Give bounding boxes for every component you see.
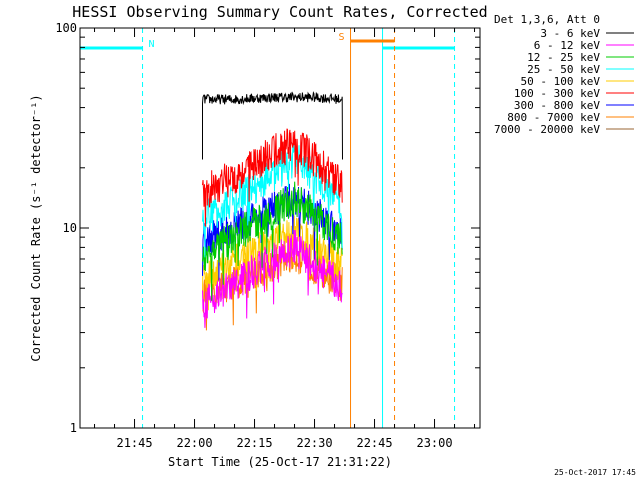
x-axis-label: Start Time (25-Oct-17 21:31:22) bbox=[168, 455, 392, 469]
legend-label: 800 - 7000 keV bbox=[507, 111, 600, 124]
series-line-5 bbox=[202, 128, 343, 227]
y-tick-label: 100 bbox=[55, 21, 77, 35]
legend-title: Det 1,3,6, Att 0 bbox=[494, 13, 600, 26]
series-line-3 bbox=[202, 142, 343, 258]
x-tick-label: 22:45 bbox=[356, 436, 392, 450]
x-tick-label: 21:45 bbox=[116, 436, 152, 450]
y-axis-label: Corrected Count Rate (s⁻¹ detector⁻¹) bbox=[29, 94, 43, 361]
legend-label: 25 - 50 keV bbox=[527, 63, 600, 76]
legend-label: 50 - 100 keV bbox=[521, 75, 601, 88]
y-tick-label: 1 bbox=[70, 421, 77, 435]
annotation-label-n: N bbox=[149, 39, 155, 50]
y-tick-label: 10 bbox=[63, 221, 77, 235]
axis-ticks: 1 10 100 21:45 22:00 22:15 22:30 22:45 23:00 bbox=[55, 21, 480, 450]
x-tick-label: 22:00 bbox=[176, 436, 212, 450]
x-tick-label: 22:30 bbox=[296, 436, 332, 450]
series-line-0 bbox=[202, 91, 343, 160]
timestamp-label: 25-Oct-2017 17:45 bbox=[554, 468, 636, 477]
annotation-label-s: S bbox=[339, 32, 345, 43]
x-tick-label: 23:00 bbox=[416, 436, 452, 450]
legend-label: 100 - 300 keV bbox=[514, 87, 600, 100]
legend-label: 12 - 25 keV bbox=[527, 51, 600, 64]
chart-title: HESSI Observing Summary Count Rates, Cor… bbox=[72, 3, 487, 21]
x-tick-label: 22:15 bbox=[236, 436, 272, 450]
legend-label: 3 - 6 keV bbox=[540, 27, 600, 40]
legend-label: 6 - 12 keV bbox=[534, 39, 601, 52]
legend-label: 7000 - 20000 keV bbox=[494, 123, 600, 136]
series-line-2 bbox=[202, 181, 343, 301]
legend-label: 300 - 800 keV bbox=[514, 99, 600, 112]
series-layer bbox=[202, 91, 343, 331]
